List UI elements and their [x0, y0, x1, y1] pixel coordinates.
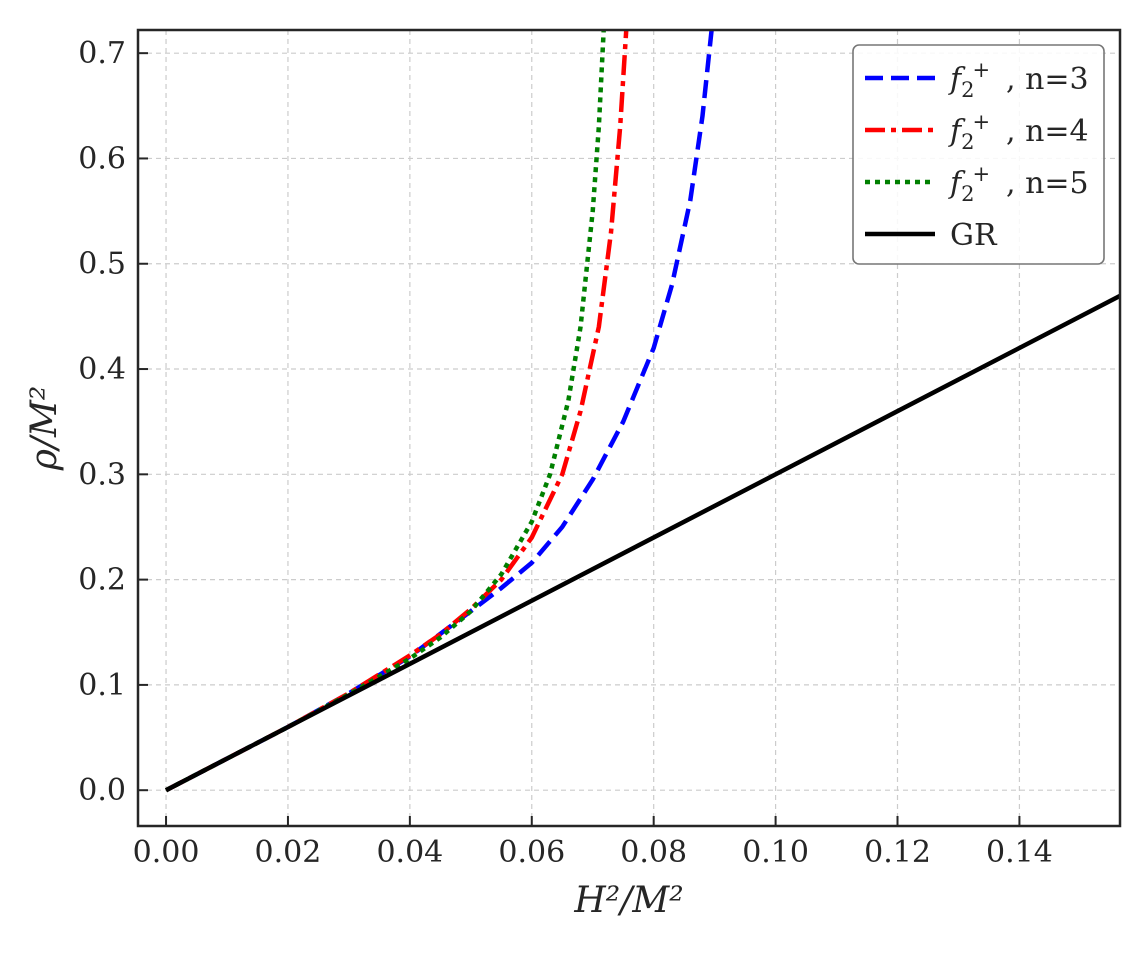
x-tick-label: 0.10 — [742, 835, 809, 870]
x-axis-ticks: 0.00 0.02 0.04 0.06 0.08 0.10 0.12 0.14 — [133, 816, 1053, 870]
plot-frame — [136, 28, 1122, 828]
legend-label: , n=3 — [1006, 62, 1089, 97]
y-tick-label: 0.4 — [78, 352, 126, 387]
series-line-n4 — [165, 30, 629, 793]
x-tick-label: 0.04 — [376, 835, 443, 870]
legend: f2+, n=3f2+, n=4f2+, n=5GR — [852, 44, 1105, 265]
series-line-gr — [165, 293, 1120, 793]
y-axis-label: ρ/M² — [24, 386, 65, 472]
x-tick-label: 0.02 — [255, 835, 322, 870]
x-tick-label: 0.06 — [498, 835, 565, 870]
y-tick-label: 0.7 — [78, 36, 126, 71]
y-tick-label: 0.6 — [78, 141, 126, 176]
y-tick-label: 0.2 — [78, 563, 126, 598]
y-axis-ticks: 0.0 0.1 0.2 0.3 0.4 0.5 0.6 0.7 — [78, 36, 148, 808]
x-axis-label: H²/M² — [573, 880, 683, 921]
legend-label: GR — [950, 218, 998, 253]
legend-label: , n=4 — [1006, 114, 1089, 149]
series-line-n3 — [165, 30, 714, 793]
y-tick-label: 0.1 — [78, 668, 126, 703]
y-tick-label: 0.3 — [78, 457, 126, 492]
legend-symbol: f2+ — [948, 58, 990, 102]
x-tick-label: 0.14 — [986, 835, 1053, 870]
x-tick-label: 0.08 — [620, 835, 687, 870]
y-tick-label: 0.0 — [78, 773, 126, 808]
series-layer — [165, 30, 1120, 793]
legend-label: , n=5 — [1006, 166, 1089, 201]
y-tick-label: 0.5 — [78, 247, 126, 282]
legend-box — [852, 44, 1105, 265]
x-tick-label: 0.00 — [133, 835, 200, 870]
grid — [138, 30, 1120, 826]
x-tick-label: 0.12 — [864, 835, 931, 870]
